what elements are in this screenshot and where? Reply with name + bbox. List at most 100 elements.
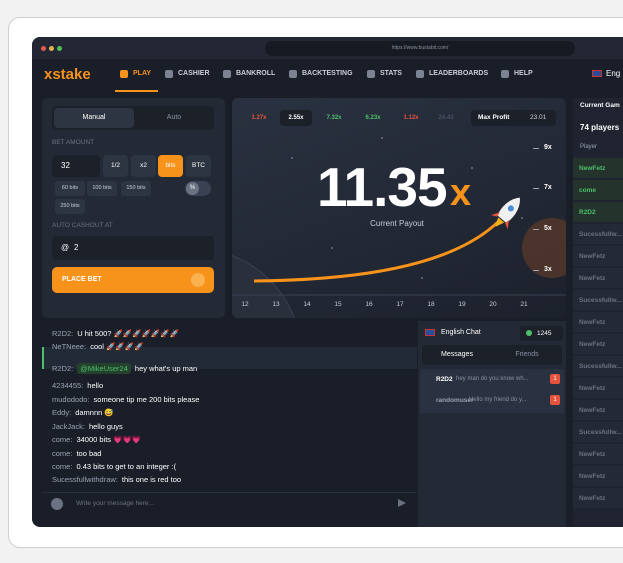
quick-button: 60 bits — [55, 181, 85, 196]
dot — [57, 46, 62, 51]
x-label: 12 — [241, 301, 249, 308]
history-pill: 2.55x — [280, 110, 312, 126]
y-label: 5x — [544, 225, 552, 232]
max-profit — [471, 110, 556, 126]
chat-text: U hit 500? 🚀🚀🚀🚀🚀🚀🚀 — [77, 329, 179, 338]
y-tick — [533, 188, 539, 189]
chat-mention: @MikeUser24 — [77, 363, 131, 374]
max-profit-value: 23.01 — [530, 114, 547, 121]
chat-user: come: — [52, 462, 73, 471]
side-tabs — [422, 345, 562, 365]
chat-room: English Chat — [441, 329, 481, 336]
player-name: R2D2 — [579, 209, 596, 216]
bet-button: BTC — [186, 155, 211, 177]
chat-line: come: 34000 bits 💗💗💗 — [52, 435, 141, 444]
max-profit-label: Max Profit — [478, 114, 510, 121]
side-tab: Messages — [441, 351, 473, 358]
player-row — [573, 334, 623, 354]
chat-text: cool 🚀🚀🚀🚀 — [90, 342, 144, 351]
url: https://www.bustabit.com/ — [391, 45, 449, 51]
nav-icon — [416, 70, 424, 78]
chat-line: mudododo: someone tip me 200 bits please — [52, 395, 199, 404]
chat-line: 4234455: hello — [52, 381, 103, 390]
nav-icon — [223, 70, 231, 78]
player-name: NewFetz — [579, 253, 606, 260]
player-row — [573, 312, 623, 332]
chat-line: come: 0.43 bits to get to an integer :( — [52, 462, 176, 471]
conv-badge: 1 — [550, 395, 560, 405]
conv-text: hey man do you know wh... — [456, 376, 529, 382]
player-row — [573, 378, 623, 398]
game-graphics — [232, 137, 566, 318]
cashout-value: 2 — [74, 243, 79, 252]
x-label: 19 — [458, 301, 466, 308]
nav-icon — [120, 70, 128, 78]
label: AUTO CASHOUT AT — [52, 222, 113, 229]
chat-placeholder: Write your message here... — [76, 500, 154, 507]
tab: Manual — [82, 114, 106, 121]
cashout-prefix: @ — [61, 243, 70, 252]
chat-divider — [42, 347, 417, 369]
nav-icon — [289, 70, 297, 78]
bet-button: 1/2 — [103, 155, 128, 177]
chat-input — [42, 492, 417, 522]
player-name: Sucessfullw... — [579, 363, 622, 370]
chat-line: come: too bad — [52, 449, 101, 458]
chat-line: JackJack: hello guys — [52, 422, 123, 431]
cashout-input — [52, 236, 214, 260]
nav-item: CASHIER — [178, 70, 210, 77]
conv-user: randomuser — [436, 397, 474, 404]
player-row — [573, 246, 623, 266]
chat-text: 0.43 bits to get to an integer :( — [76, 462, 177, 471]
player-row — [573, 400, 623, 420]
x-label: 13 — [272, 301, 280, 308]
chat-text: hello — [87, 381, 104, 390]
conv-text: Hello my friend do y... — [469, 397, 527, 403]
chat-text: 34000 bits 💗💗💗 — [76, 435, 142, 444]
player-row — [573, 290, 623, 310]
nav-icon — [367, 70, 375, 78]
chat-line: NeTNeee: cool 🚀🚀🚀🚀 — [52, 342, 143, 351]
player-row — [573, 444, 623, 464]
player-name: NewFetz — [579, 451, 606, 458]
flag — [425, 329, 435, 336]
chat-user: JackJack: — [52, 422, 85, 431]
player-name: come — [579, 187, 596, 194]
logo: xstake — [44, 66, 91, 83]
nav-icon — [165, 70, 173, 78]
player-name: NewFetz — [579, 319, 606, 326]
player-name: Sucessfullw... — [579, 231, 622, 238]
player-row — [573, 202, 623, 222]
x-label: 18 — [427, 301, 435, 308]
player-row — [573, 158, 623, 178]
chat-text: hello guys — [88, 422, 123, 431]
balance-icon — [526, 330, 532, 336]
label: BET AMOUNT — [52, 139, 95, 146]
x-label: 20 — [489, 301, 497, 308]
player-name: NewFetz — [579, 275, 606, 282]
conv-bg — [420, 369, 564, 413]
chat-line: R2D2: @MikeUser24 hey what's up man — [52, 363, 197, 374]
x-label: 21 — [520, 301, 528, 308]
quick-button: 100 bits — [87, 181, 117, 196]
send-icon — [398, 499, 406, 507]
payout-label: Current Payout — [370, 219, 424, 228]
dot — [49, 46, 54, 51]
language: Eng — [606, 69, 621, 78]
nav-item: BANKROLL — [236, 70, 276, 77]
y-label: 3x — [544, 266, 552, 273]
chat-user: Eddy: — [52, 408, 72, 417]
x-label: 17 — [396, 301, 404, 308]
y-tick — [533, 148, 539, 149]
x-label: 15 — [334, 301, 342, 308]
chat-text: hey what's up man — [134, 364, 198, 373]
player-row — [573, 466, 623, 486]
y-label: 7x — [544, 184, 552, 191]
payout-suffix: x — [450, 172, 472, 214]
nav-item: PLAY — [133, 70, 152, 77]
chat-user: Sucessfullwithdraw: — [52, 475, 118, 484]
player-name: NewFetz — [579, 495, 606, 502]
player-name: Sucessfullw... — [579, 429, 622, 436]
players-column: Player — [580, 144, 598, 150]
